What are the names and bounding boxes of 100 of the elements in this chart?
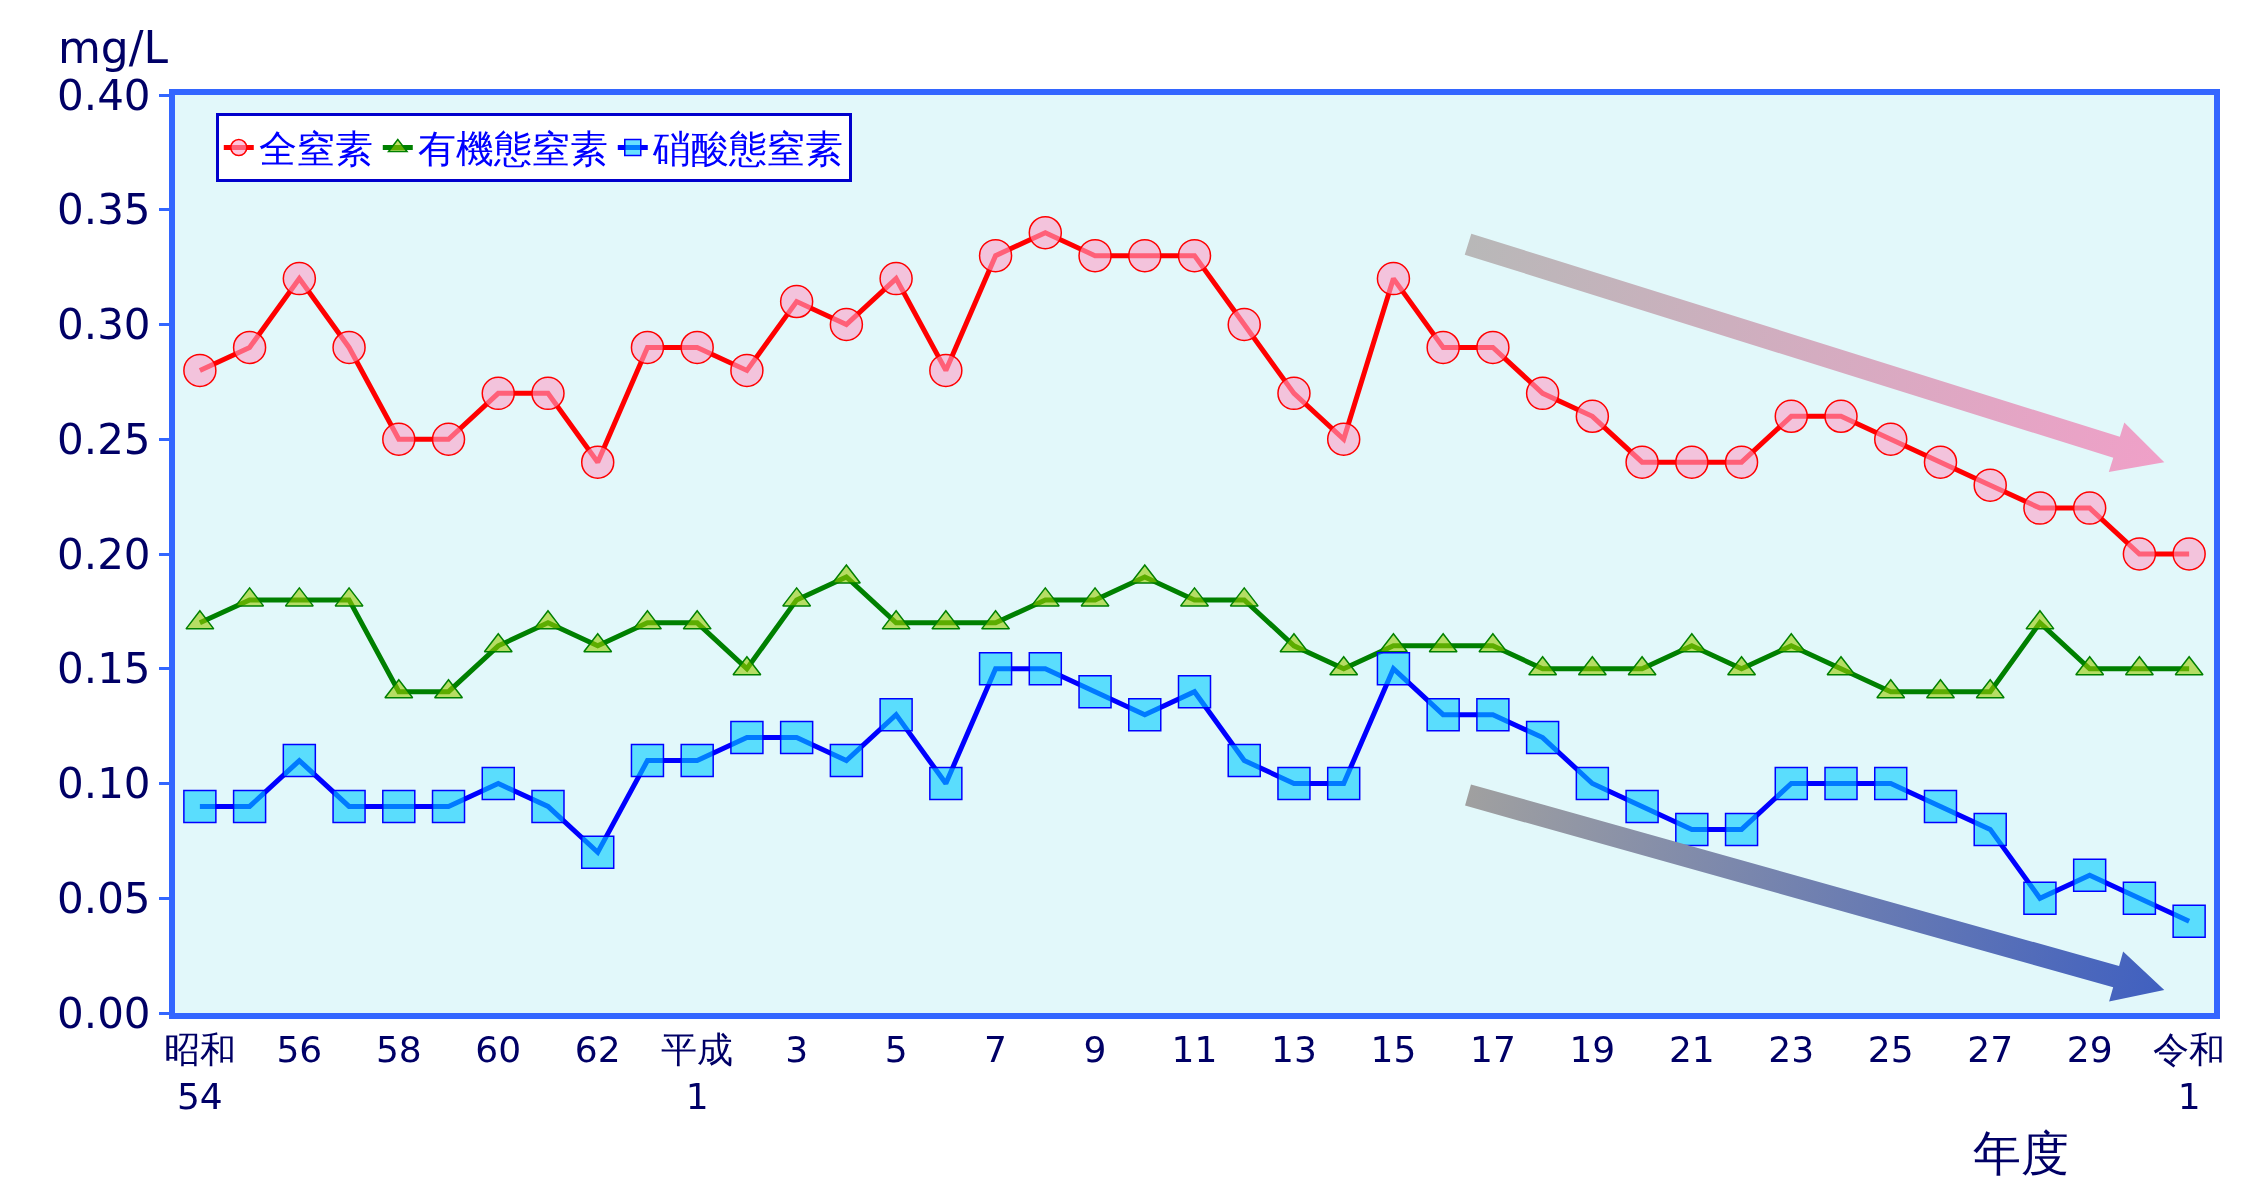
point	[1128, 238, 1162, 273]
point	[829, 743, 864, 778]
point	[1376, 261, 1411, 296]
point	[531, 376, 565, 411]
point	[1625, 445, 1659, 479]
y-tick-label: 0.25	[57, 414, 151, 464]
point	[183, 789, 217, 824]
point	[332, 330, 366, 365]
point	[829, 307, 864, 342]
point	[680, 330, 714, 365]
point	[630, 330, 665, 365]
x-tick-label: 5	[884, 1029, 908, 1071]
x-tick-label: 27	[1967, 1029, 2014, 1071]
point	[232, 330, 267, 365]
point	[2072, 858, 2107, 893]
point	[1326, 422, 1361, 456]
x-tick-label: 62	[574, 1029, 621, 1071]
point	[1525, 376, 1560, 411]
point	[2023, 881, 2057, 915]
point	[1824, 766, 1858, 801]
y-tick-label: 0.30	[57, 300, 151, 350]
y-tick-label: 0.20	[57, 529, 151, 579]
x-tick-label: 60	[475, 1029, 522, 1071]
point	[1923, 445, 1958, 479]
point	[1277, 766, 1311, 801]
x-tick-label: 7	[984, 1029, 1008, 1071]
point	[1774, 766, 1809, 801]
point	[481, 766, 516, 801]
x-tick-label: 9	[1083, 1029, 1107, 1071]
x-tick-label: 23	[1768, 1029, 1815, 1071]
point	[630, 743, 665, 778]
point	[779, 284, 814, 319]
point	[580, 835, 615, 870]
point	[879, 261, 913, 296]
x-tick-label: 25	[1867, 1029, 1914, 1071]
point	[1575, 766, 1610, 801]
point	[1128, 697, 1162, 732]
point	[183, 353, 217, 388]
point	[1625, 789, 1659, 824]
point	[2072, 491, 2107, 525]
point	[1824, 399, 1858, 434]
point	[531, 789, 565, 824]
point	[1426, 697, 1460, 732]
point	[431, 789, 466, 824]
point	[2122, 881, 2157, 915]
point	[1028, 652, 1063, 686]
y-tick-label: 0.05	[57, 873, 151, 923]
x-tick-label: 平成 1	[661, 1029, 734, 1117]
y-tick-label: 0.00	[57, 988, 151, 1038]
point	[1227, 743, 1261, 778]
x-tick-label: 11	[1171, 1029, 1218, 1071]
point	[1973, 812, 2007, 847]
point	[580, 445, 615, 479]
y-tick-label: 0.35	[57, 185, 151, 235]
x-tick-label: 令和 1	[2153, 1029, 2226, 1117]
point	[978, 238, 1013, 273]
point	[1923, 789, 1958, 824]
point	[929, 766, 963, 801]
point	[1277, 376, 1311, 411]
x-tick-label: 56	[276, 1029, 323, 1071]
point	[1078, 674, 1112, 709]
point	[2172, 904, 2206, 938]
point	[1426, 330, 1460, 365]
point	[1873, 766, 1908, 801]
point	[2172, 537, 2206, 571]
point	[929, 353, 963, 388]
point	[1028, 215, 1063, 250]
point	[1078, 238, 1112, 273]
point	[382, 789, 416, 824]
point	[232, 789, 267, 824]
point	[1326, 766, 1361, 801]
point	[1476, 697, 1510, 732]
point	[1675, 445, 1709, 479]
point	[1675, 812, 1709, 847]
point	[1724, 445, 1759, 479]
point	[730, 353, 764, 388]
y-axis-title: mg/L	[58, 22, 169, 73]
point	[382, 422, 416, 456]
x-tick-label: 19	[1569, 1029, 1616, 1071]
legend-label: 硝酸態窒素	[651, 127, 843, 172]
x-tick-label: 17	[1469, 1029, 1516, 1071]
point	[978, 652, 1013, 686]
point	[680, 743, 714, 778]
point	[1724, 812, 1759, 847]
point	[779, 720, 814, 755]
point	[481, 376, 516, 411]
y-tick-label: 0.15	[57, 644, 151, 694]
point	[1525, 720, 1560, 755]
point	[2023, 491, 2057, 525]
point	[332, 789, 366, 824]
point	[1227, 307, 1261, 342]
point	[1575, 399, 1610, 434]
x-tick-label: 3	[785, 1029, 809, 1071]
point	[1476, 330, 1510, 365]
point	[2122, 537, 2157, 571]
legend-label: 全窒素	[258, 127, 373, 172]
legend-label: 有機態窒素	[417, 127, 608, 172]
x-tick-label: 58	[375, 1029, 422, 1071]
x-axis-title: 年度	[1973, 1125, 2069, 1181]
point	[1973, 468, 2007, 502]
